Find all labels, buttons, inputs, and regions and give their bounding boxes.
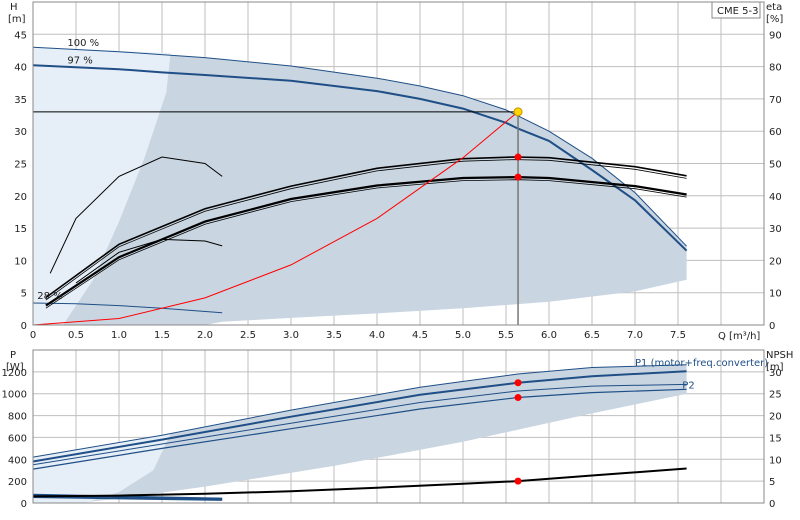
npsh-tick-label: 20 — [769, 412, 782, 423]
q-tick-label: 3.0 — [283, 330, 299, 341]
npsh-axis-title: NPSH — [766, 350, 793, 361]
q-axis-label: Q [m³/h] — [718, 331, 760, 342]
speed-label: 100 % — [67, 38, 99, 49]
q-tick-label: 1.0 — [111, 330, 127, 341]
q-tick-label: 7.0 — [627, 330, 643, 341]
head-efficiency-panel: 100 % 97 % 28 % 0 0.5 1.0 1.5 2.0 2.5 3.0 3.5 4.0 4.… — [14, 1, 782, 341]
npsh-tick-label: 0 — [769, 499, 775, 510]
eta-tick-label: 10 — [769, 289, 782, 300]
eta-tick-label: 20 — [769, 256, 782, 267]
q-tick-label: 2.5 — [240, 330, 256, 341]
power-curve-p2_100 — [32, 383, 687, 466]
p-tick-label: 1200 — [2, 368, 27, 379]
operating-point — [513, 107, 523, 117]
h-tick-label: 45 — [14, 30, 27, 41]
h-tick-label: 25 — [14, 160, 27, 171]
npsh-tick-label: 30 — [769, 368, 782, 379]
power-envelope — [33, 364, 687, 503]
q-tick-label: 3.5 — [326, 330, 342, 341]
p-tick-label: 600 — [8, 433, 27, 444]
top-plot-frame — [32, 1, 765, 326]
h-tick-label: 10 — [14, 256, 27, 267]
npsh-duty-point — [514, 477, 522, 485]
p-tick-label: 800 — [8, 412, 27, 423]
model-label-box — [711, 1, 761, 19]
power-curve-p1_100 — [32, 364, 687, 458]
q-tick-label: 6.5 — [584, 330, 600, 341]
efficiency-curve-eta_low_b — [75, 238, 223, 284]
q-tick-label: 7.5 — [670, 330, 686, 341]
power-curve-label: P2 — [682, 380, 694, 391]
eta-tick-label: 30 — [769, 224, 782, 235]
power-curve-p1_97 — [32, 370, 687, 463]
q-tick-label: 2.0 — [197, 330, 213, 341]
head-curve-97 — [32, 64, 688, 252]
p-tick-label: 400 — [8, 455, 27, 466]
eta-tick-label: 60 — [769, 127, 782, 138]
h-axis-unit: [m] — [8, 14, 26, 25]
p-axis-unit: [W] — [6, 362, 24, 373]
h-tick-label: 5 — [21, 289, 27, 300]
power-duty-point — [514, 394, 522, 402]
power-curve-low_b — [32, 496, 223, 501]
p-tick-label: 1000 — [2, 390, 27, 401]
h-tick-label: 20 — [14, 192, 27, 203]
q-tick-label: 4.0 — [369, 330, 385, 341]
model-label: CME 5-3 — [717, 6, 758, 17]
h-tick-label: 30 — [14, 127, 27, 138]
h-axis-title: H — [10, 2, 18, 13]
operating-envelope — [33, 47, 687, 325]
q-tick-label: 1.5 — [154, 330, 170, 341]
h-tick-label: 35 — [14, 95, 27, 106]
power-envelope-light — [33, 433, 171, 503]
efficiency-duty-point — [514, 153, 522, 161]
h-tick-label: 40 — [14, 63, 27, 74]
eta-tick-label: 50 — [769, 160, 782, 171]
eta-tick-label: 70 — [769, 95, 782, 106]
p-tick-label: 0 — [21, 499, 27, 510]
speed-label: 97 % — [67, 55, 92, 66]
npsh-tick-label: 10 — [769, 455, 782, 466]
q-tick-label: 6.0 — [541, 330, 557, 341]
system-curve — [32, 111, 519, 326]
q-tick-label: 0 — [30, 330, 36, 341]
eta-tick-label: 40 — [769, 192, 782, 203]
npsh-axis-unit: [m] — [766, 362, 784, 373]
h-tick-label: 15 — [14, 224, 27, 235]
eta-axis-unit: [%] — [766, 14, 783, 25]
head-curve-28 — [32, 302, 223, 314]
axis-labels-group: H [m] eta [%] P [W] NPSH [m] Q [m³/h] CM… — [6, 1, 793, 373]
npsh-curve — [32, 467, 687, 498]
efficiency-duty-point — [514, 173, 522, 181]
power-duty-point — [514, 379, 522, 387]
efficiency-curve-eta_97-band — [45, 179, 687, 309]
efficiency-curve-eta_100 — [45, 156, 687, 299]
q-tick-label: 5.0 — [455, 330, 471, 341]
efficiency-curve-eta_100-band — [45, 159, 687, 301]
power-curve-label: P1 (motor+freq.converter) — [635, 358, 768, 369]
q-tick-label: 4.5 — [412, 330, 428, 341]
q-tick-label: 5.5 — [498, 330, 514, 341]
speed-label: 28 % — [37, 291, 62, 302]
head-curve-100 — [32, 46, 687, 247]
eta-axis-title: eta — [766, 2, 782, 13]
eta-tick-label: 90 — [769, 30, 782, 41]
q-tick-label: 0.5 — [68, 330, 84, 341]
efficiency-curve-eta_low_a — [49, 156, 223, 274]
power-curve-p2_97 — [32, 388, 687, 470]
p-tick-label: 200 — [8, 477, 27, 488]
npsh-tick-label: 25 — [769, 390, 782, 401]
h-tick-label: 0 — [21, 321, 27, 332]
npsh-tick-label: 15 — [769, 433, 782, 444]
bottom-plot-frame — [32, 349, 765, 504]
eta-tick-label: 0 — [769, 321, 775, 332]
envelope-light-region — [33, 47, 171, 325]
p-axis-title: P — [10, 350, 16, 361]
power-npsh-panel: P1 (motor+freq.converter)P20200400600800… — [2, 349, 782, 510]
npsh-tick-label: 5 — [769, 477, 775, 488]
eta-tick-label: 80 — [769, 63, 782, 74]
